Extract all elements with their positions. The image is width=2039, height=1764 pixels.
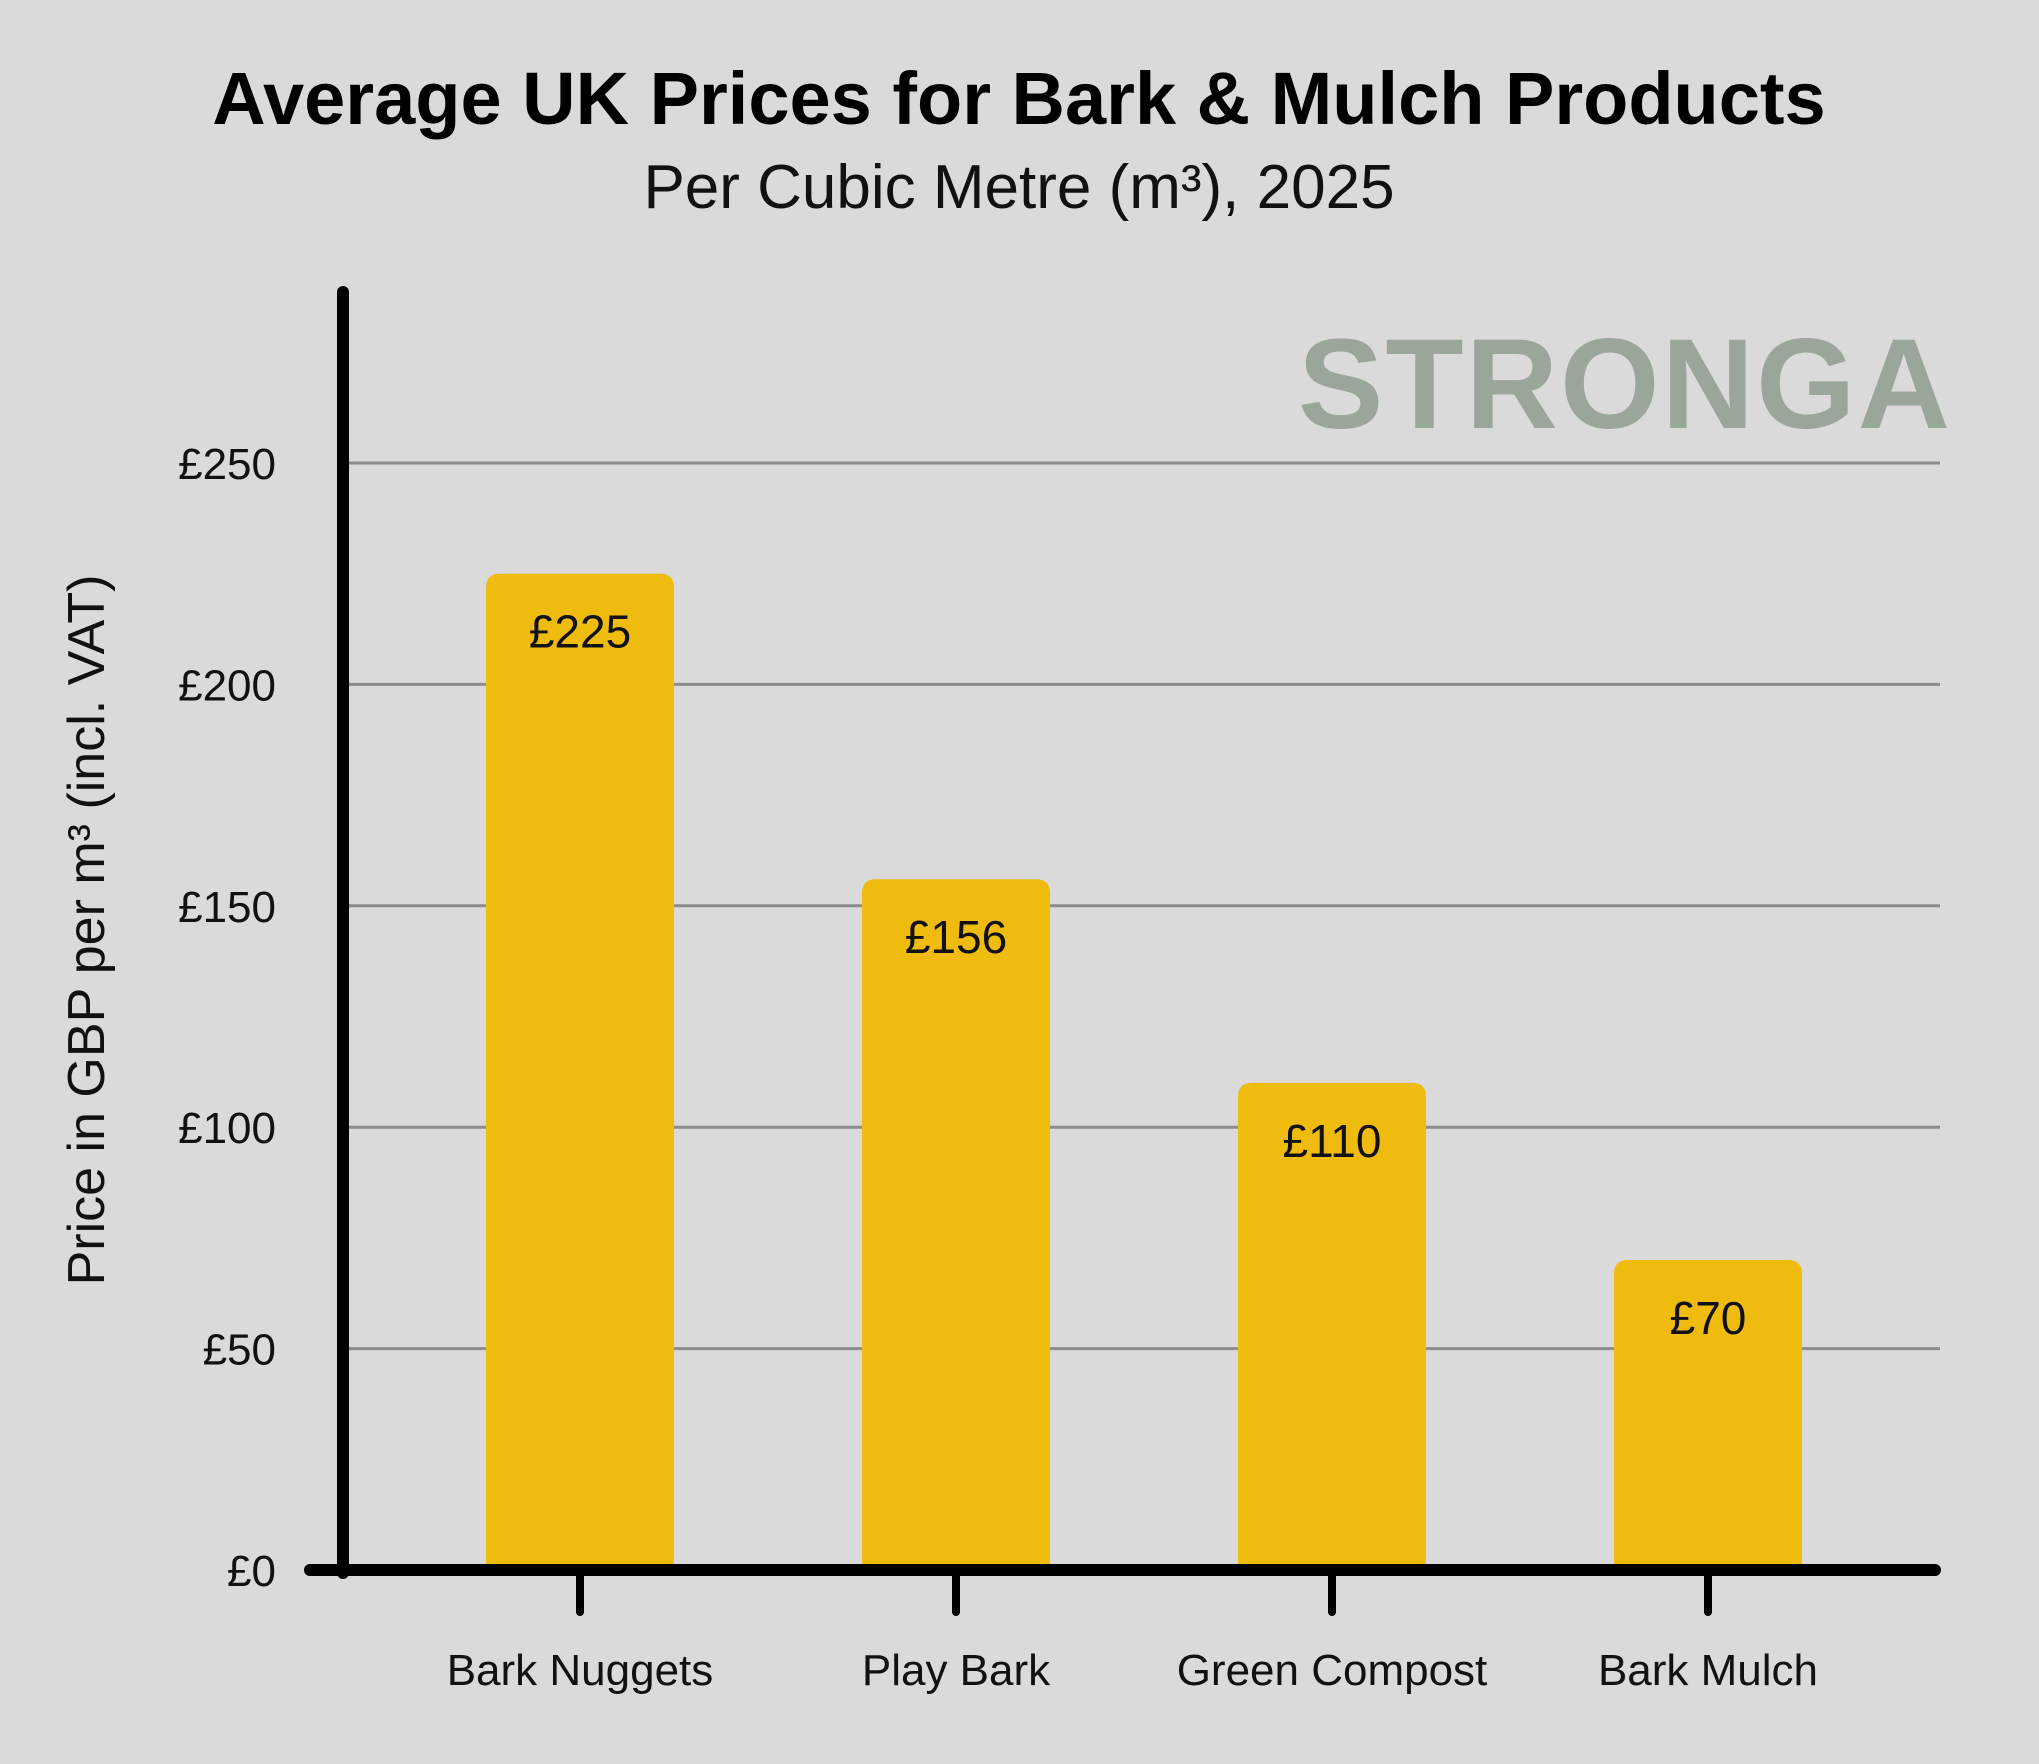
- bar: [862, 879, 1050, 1570]
- y-axis-label: Price in GBP per m³ (incl. VAT): [58, 575, 116, 1286]
- y-tick-label: £100: [178, 1104, 276, 1153]
- bar-value-label: £70: [1670, 1292, 1747, 1344]
- y-tick-label: £150: [178, 883, 276, 932]
- x-tick-label: Play Bark: [862, 1646, 1051, 1695]
- bar-value-label: £156: [905, 911, 1007, 963]
- bar: [1614, 1260, 1802, 1570]
- bar: [486, 573, 674, 1570]
- labels: £0 £50 £100 £150 £200 £250 £225 Bark Nuggets £15…: [178, 440, 1818, 1695]
- y-tick-label: £0: [227, 1547, 276, 1596]
- x-tick-label: Green Compost: [1177, 1646, 1488, 1695]
- x-tick-label: Bark Mulch: [1598, 1646, 1818, 1695]
- y-tick-label: £200: [178, 661, 276, 710]
- bars: [486, 573, 1802, 1570]
- bar: [1238, 1082, 1426, 1570]
- watermark-logo: STRONGA: [1298, 313, 1952, 456]
- y-tick-label: £50: [203, 1326, 276, 1375]
- axes: [304, 286, 1941, 1616]
- y-tick-label: £250: [178, 440, 276, 489]
- x-tick-label: Bark Nuggets: [447, 1646, 714, 1695]
- chart-subtitle: Per Cubic Metre (m³), 2025: [643, 153, 1394, 222]
- bar-value-label: £225: [529, 606, 631, 658]
- bar-value-label: £110: [1283, 1115, 1382, 1167]
- chart-title: Average UK Prices for Bark & Mulch Produ…: [212, 57, 1825, 140]
